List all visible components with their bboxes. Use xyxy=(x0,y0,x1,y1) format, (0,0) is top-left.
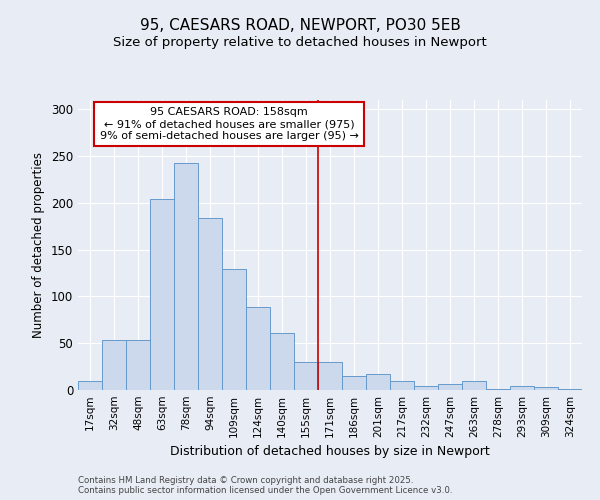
Text: Contains HM Land Registry data © Crown copyright and database right 2025.
Contai: Contains HM Land Registry data © Crown c… xyxy=(78,476,452,495)
Bar xyxy=(510,386,534,390)
Bar xyxy=(294,362,318,390)
Bar xyxy=(198,218,222,390)
Bar xyxy=(174,162,198,390)
Bar xyxy=(462,380,486,390)
Bar xyxy=(534,387,558,390)
Bar xyxy=(126,340,150,390)
Y-axis label: Number of detached properties: Number of detached properties xyxy=(32,152,46,338)
Bar xyxy=(150,199,174,390)
Bar xyxy=(102,340,126,390)
Bar xyxy=(366,374,390,390)
Bar xyxy=(342,376,366,390)
X-axis label: Distribution of detached houses by size in Newport: Distribution of detached houses by size … xyxy=(170,446,490,458)
Bar xyxy=(222,270,246,390)
Bar xyxy=(270,333,294,390)
Bar xyxy=(486,389,510,390)
Bar xyxy=(414,386,438,390)
Bar xyxy=(318,362,342,390)
Text: 95 CAESARS ROAD: 158sqm
← 91% of detached houses are smaller (975)
9% of semi-de: 95 CAESARS ROAD: 158sqm ← 91% of detache… xyxy=(100,108,359,140)
Bar xyxy=(246,306,270,390)
Bar xyxy=(558,389,582,390)
Text: 95, CAESARS ROAD, NEWPORT, PO30 5EB: 95, CAESARS ROAD, NEWPORT, PO30 5EB xyxy=(140,18,460,32)
Bar xyxy=(78,380,102,390)
Bar xyxy=(390,380,414,390)
Bar xyxy=(438,384,462,390)
Text: Size of property relative to detached houses in Newport: Size of property relative to detached ho… xyxy=(113,36,487,49)
